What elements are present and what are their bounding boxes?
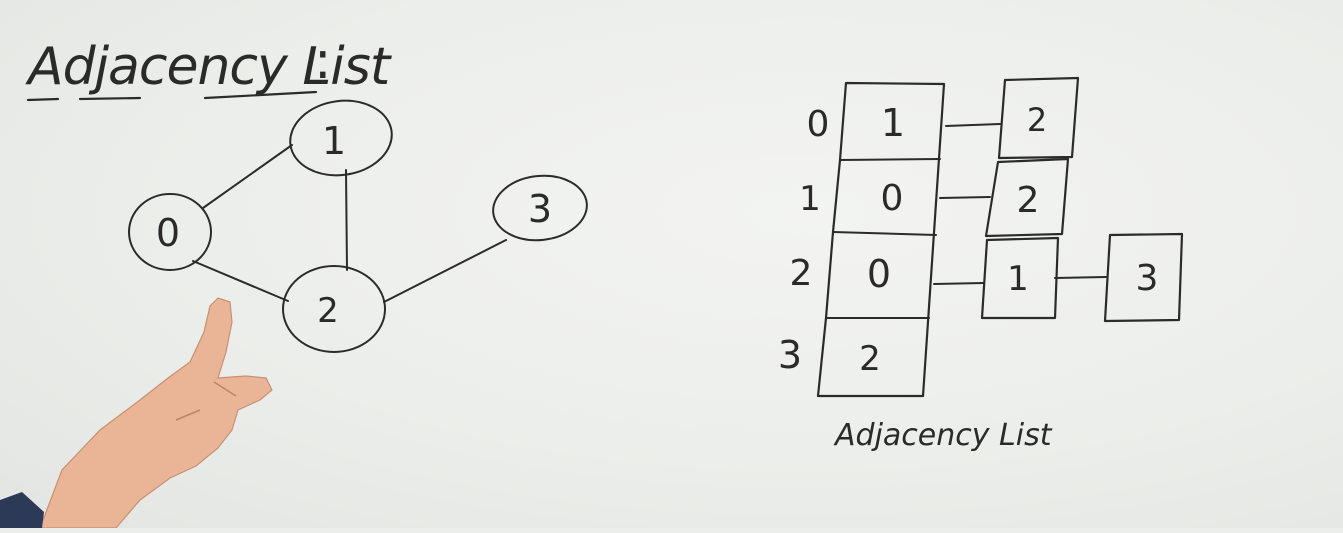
graph-node: 3 [492,174,588,242]
shirt-sleeve [0,492,44,528]
page-title: Adjacency List [25,37,392,97]
graph-edges [192,144,507,303]
list-node: 1 [980,236,1060,320]
edge-1-2 [345,169,348,271]
list-node-box [1103,232,1184,323]
pointing-hand-icon [0,297,273,529]
node-circle [492,174,588,242]
page-title-colon: : [314,31,332,91]
list-node: 2 [984,157,1070,238]
head-cell-value: 0 [867,252,891,296]
edge-0-2 [192,260,289,302]
head-cell-value: 2 [859,339,881,379]
row-index: 1 [799,179,821,219]
list-node-box [997,76,1080,160]
hand-finger-line [175,381,237,421]
graph-nodes: 0 1 2 3 [128,99,588,353]
graph-node: 1 [289,99,393,177]
link-lines [933,123,1107,285]
array-cell-dividers [825,158,941,319]
list-node-box [984,157,1070,238]
node-label: 3 [528,187,552,231]
array-outline [816,81,946,398]
node-label: 2 [317,291,339,331]
head-cell-value: 0 [881,178,904,219]
list-node-value: 1 [1007,259,1029,299]
node-circle [282,265,386,353]
graph-node: 0 [128,193,212,271]
row-index: 0 [807,104,830,145]
hand-palm [39,297,273,529]
node-label: 0 [156,211,180,255]
edge-0-1 [202,144,293,209]
list-node-box [980,236,1060,320]
list-node: 3 [1103,232,1184,323]
heading: Adjacency List : [25,31,393,102]
row-index: 3 [778,333,802,377]
adjacency-indices: 0 1 2 3 [778,104,830,377]
title-underline [26,90,318,102]
node-label: 1 [322,119,346,163]
diagram-caption: Adjacency List [833,418,1053,453]
head-cell-value: 1 [881,101,905,145]
list-node-value: 2 [1027,101,1047,139]
adjacency-head-array: 1 0 0 2 [816,81,946,398]
graph-node: 2 [282,265,386,353]
adjacency-linked-nodes: 2 2 1 3 [933,76,1184,323]
node-circle [128,193,212,271]
list-node: 2 [997,76,1080,160]
node-circle [289,99,393,177]
list-node-value: 2 [1017,180,1040,221]
edge-2-3 [383,239,507,303]
list-node-value: 3 [1136,258,1159,299]
row-index: 2 [790,253,813,294]
